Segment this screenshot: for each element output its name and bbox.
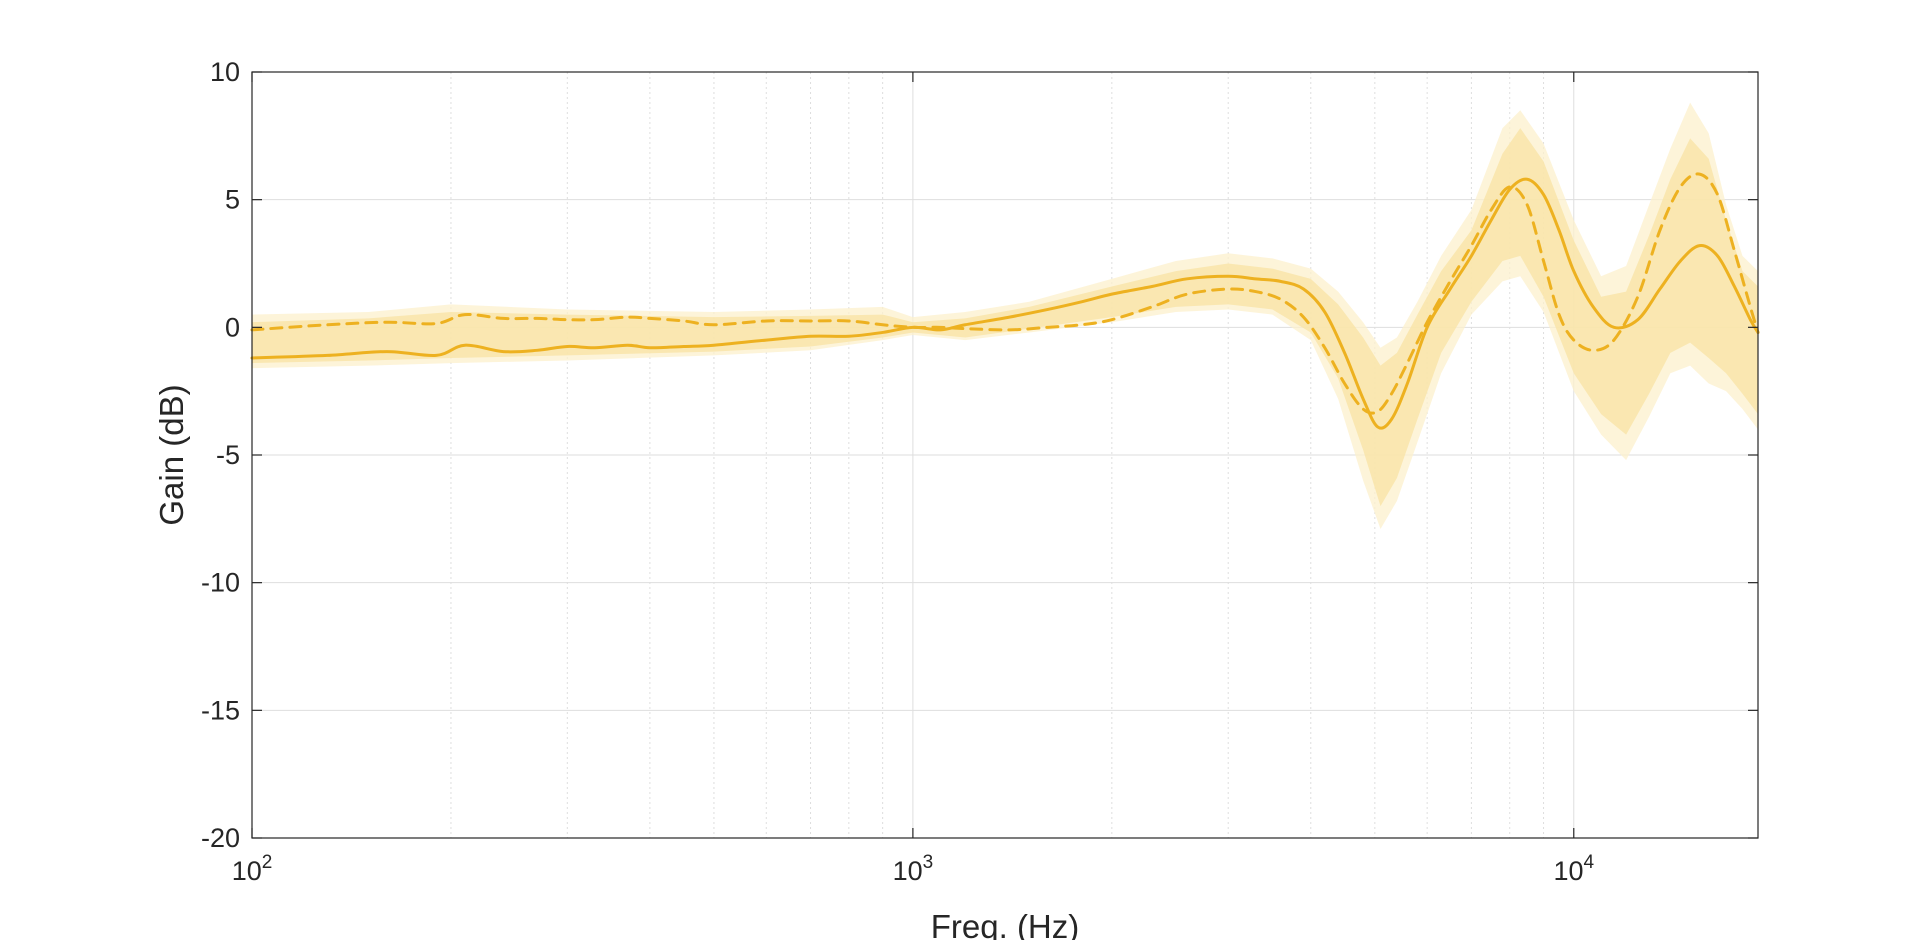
series-line-dashed xyxy=(250,172,1760,415)
series-lines xyxy=(250,172,1760,430)
y-tick-label: -5 xyxy=(216,440,240,470)
x-axis-label: Freq. (Hz) xyxy=(931,908,1080,940)
series-line-solid xyxy=(250,177,1760,430)
y-tick-label: 5 xyxy=(225,185,240,215)
y-tick-label: -10 xyxy=(201,568,240,598)
y-tick-label: -15 xyxy=(201,695,240,725)
x-tick-label: 102 xyxy=(232,852,273,886)
y-tick-label: -20 xyxy=(201,823,240,853)
x-tick-label: 104 xyxy=(1553,852,1594,886)
y-axis-label: Gain (dB) xyxy=(153,384,190,525)
y-tick-label: 10 xyxy=(210,57,240,87)
y-tick-label: 0 xyxy=(225,312,240,342)
x-tick-label: 103 xyxy=(893,852,934,886)
ticks xyxy=(251,71,1758,839)
